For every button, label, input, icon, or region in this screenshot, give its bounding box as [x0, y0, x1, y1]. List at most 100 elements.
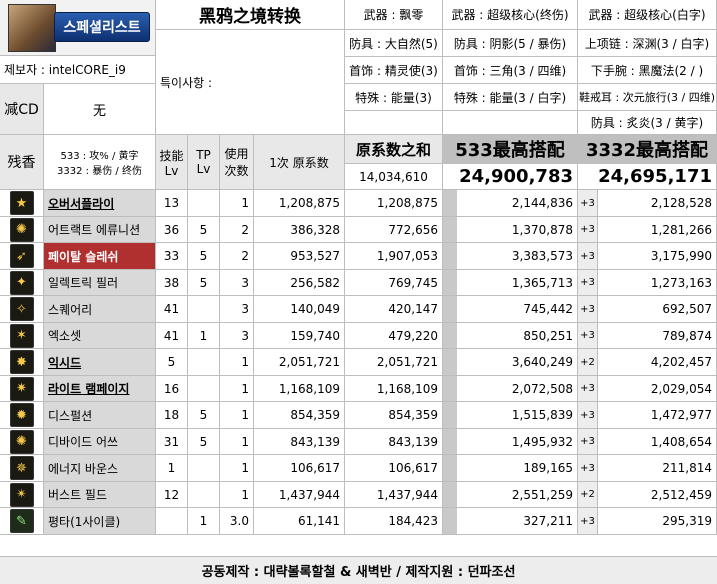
skill-name: 일렉트릭 필러 [48, 276, 119, 290]
footer: 공동제작 : 대략볼록할철 & 새벽반 / 제작지원 : 던파조선 [0, 556, 717, 584]
uses-count: 1 [241, 461, 249, 475]
tp-level: 5 [199, 408, 208, 422]
value-533-cell: 1,495,932 [443, 429, 578, 455]
skill-name-cell: 버스트 필드 [44, 482, 156, 508]
gear-text: 鞋戒耳 : 次元旅行(3 / 四维) [579, 91, 715, 104]
uses-count: 3 [241, 328, 249, 343]
value-533-cell: 1,370,878 [443, 217, 578, 243]
skill-name-cell: 평타(1사이클) [44, 508, 156, 535]
gear-text: 防具 : 炙炎(3 / 黄字) [590, 116, 704, 130]
value-3332: 2,128,528 [650, 196, 712, 210]
gear-1-armor: 防具 : 大自然(5) [345, 30, 443, 57]
skill-level: 12 [163, 487, 180, 502]
tp-level-cell: 5 [188, 217, 220, 243]
coef-sum: 1,907,053 [376, 249, 438, 263]
value-533-cell: 3,383,573 [443, 243, 578, 270]
skill-name: 에너지 바운스 [48, 461, 119, 476]
cd-label: 减CD [4, 102, 39, 118]
value-3332: 4,202,457 [650, 355, 712, 369]
tp-level: 5 [199, 275, 208, 290]
rune-bonus-cell: +3 [578, 402, 598, 429]
notes-cell: 특이사항 : [156, 30, 345, 135]
tp-level: 1 [199, 328, 208, 343]
skill-icon-cell: ✷ [0, 376, 44, 402]
header-text: 原系数之和 [355, 140, 431, 159]
value-533: 850,251 [523, 328, 573, 343]
base-coef-cell: 386,328 [254, 217, 345, 243]
base-coef: 61,141 [298, 514, 340, 528]
skill-level: 38 [163, 275, 180, 290]
value-533: 2,144,836 [511, 196, 573, 210]
value-3332: 3,175,990 [650, 249, 712, 263]
base-coef: 1,437,944 [278, 487, 340, 502]
gear-3-bracelet: 下手腕 : 黑魔法(2 / ) [578, 57, 717, 84]
skill-icon-cell: ✺ [0, 217, 44, 243]
footer-text: 공동제작 : 대략볼록할철 & 새벽반 / 제작지원 : 던파조선 [201, 565, 516, 580]
aroma-line-3332: 3332 : 暴伤 / 终伤 [57, 166, 142, 177]
value-533-cell: 2,072,508 [443, 376, 578, 402]
skill-level: 13 [163, 196, 180, 210]
coef-sum-cell: 1,907,053 [345, 243, 443, 270]
rune-bonus: +3 [580, 462, 595, 474]
uses-count: 1 [241, 408, 249, 422]
value-533: 3,640,249 [511, 355, 573, 369]
skill-icon: ★ [9, 191, 34, 215]
base-coef-cell: 843,139 [254, 429, 345, 455]
coef-sum: 1,208,875 [376, 196, 438, 210]
skill-name-cell: 익시드 [44, 349, 156, 376]
coef-sum-cell: 2,051,721 [345, 349, 443, 376]
skill-table-body: ★ 오버서플라이 13 1 1,208,875 1,208,875 2,144,836 +3 2… [0, 190, 717, 554]
skill-name: 엑소셋 [48, 329, 82, 343]
skill-name: 오버서플라이 [48, 196, 115, 211]
header-skill-lv: 技能 Lv [156, 135, 188, 190]
rune-bonus: +2 [580, 356, 595, 368]
skill-name-cell: 스퀘어리 [44, 296, 156, 323]
base-coef-cell: 1,208,875 [254, 190, 345, 217]
value-3332: 211,814 [662, 461, 712, 475]
coef-sum-cell: 769,745 [345, 270, 443, 296]
coef-sum: 106,617 [388, 461, 438, 475]
gear-3-shoes-ring: 鞋戒耳 : 次元旅行(3 / 四维) [578, 84, 717, 111]
skill-level-cell: 12 [156, 482, 188, 508]
rune-bonus: +3 [580, 330, 595, 341]
value-3332-cell: 2,128,528 [598, 190, 717, 217]
gear-text: 上项链 : 深渊(3 / 白字) [584, 36, 710, 51]
coef-sum: 843,139 [388, 434, 438, 449]
base-coef-cell: 106,617 [254, 455, 345, 482]
tp-level-cell: 5 [188, 243, 220, 270]
rune-bonus-cell: +3 [578, 243, 598, 270]
base-coef-cell: 159,740 [254, 323, 345, 349]
cd-label-cell: 减CD [0, 84, 44, 135]
coef-sum-cell: 1,437,944 [345, 482, 443, 508]
skill-icon-cell: ★ [0, 190, 44, 217]
uses-count: 2 [241, 222, 249, 237]
skill-icon-cell: ✎ [0, 508, 44, 535]
uses-count: 1 [241, 381, 249, 396]
uses-cell: 1 [220, 455, 254, 482]
page-title: 黑鸦之境转换 [156, 0, 345, 30]
skill-level-cell: 38 [156, 270, 188, 296]
gear-1-weapon: 武器 : 飘零 [345, 0, 443, 30]
uses-cell: 1 [220, 429, 254, 455]
coef-sum: 854,359 [388, 408, 438, 422]
value-3332-cell: 1,281,266 [598, 217, 717, 243]
gear-text: 特殊 : 能量(3 / 白字) [453, 90, 567, 105]
skill-name-cell: 디바이드 어쓰 [44, 429, 156, 455]
skill-name-cell: 오버서플라이 [44, 190, 156, 217]
header-text: 533最高搭配 [455, 140, 565, 161]
base-coef-cell: 854,359 [254, 402, 345, 429]
skill-icon: ✧ [9, 297, 34, 321]
skill-icon-cell: ✺ [0, 429, 44, 455]
uses-count: 3.0 [229, 514, 249, 528]
gear-2-accessory: 首饰 : 三角(3 / 四维) [443, 57, 578, 84]
base-coef: 854,359 [290, 408, 340, 422]
notes-label: 특이사항 : [160, 75, 213, 90]
skill-level-cell: 41 [156, 323, 188, 349]
skill-icon: ➶ [9, 244, 34, 268]
skill-level-cell: 33 [156, 243, 188, 270]
skill-name-cell: 일렉트릭 필러 [44, 270, 156, 296]
skill-icon: ✷ [9, 376, 34, 401]
value-3332: 2,029,054 [650, 381, 712, 396]
coef-sum-cell: 479,220 [345, 323, 443, 349]
base-coef: 1,168,109 [278, 381, 340, 396]
